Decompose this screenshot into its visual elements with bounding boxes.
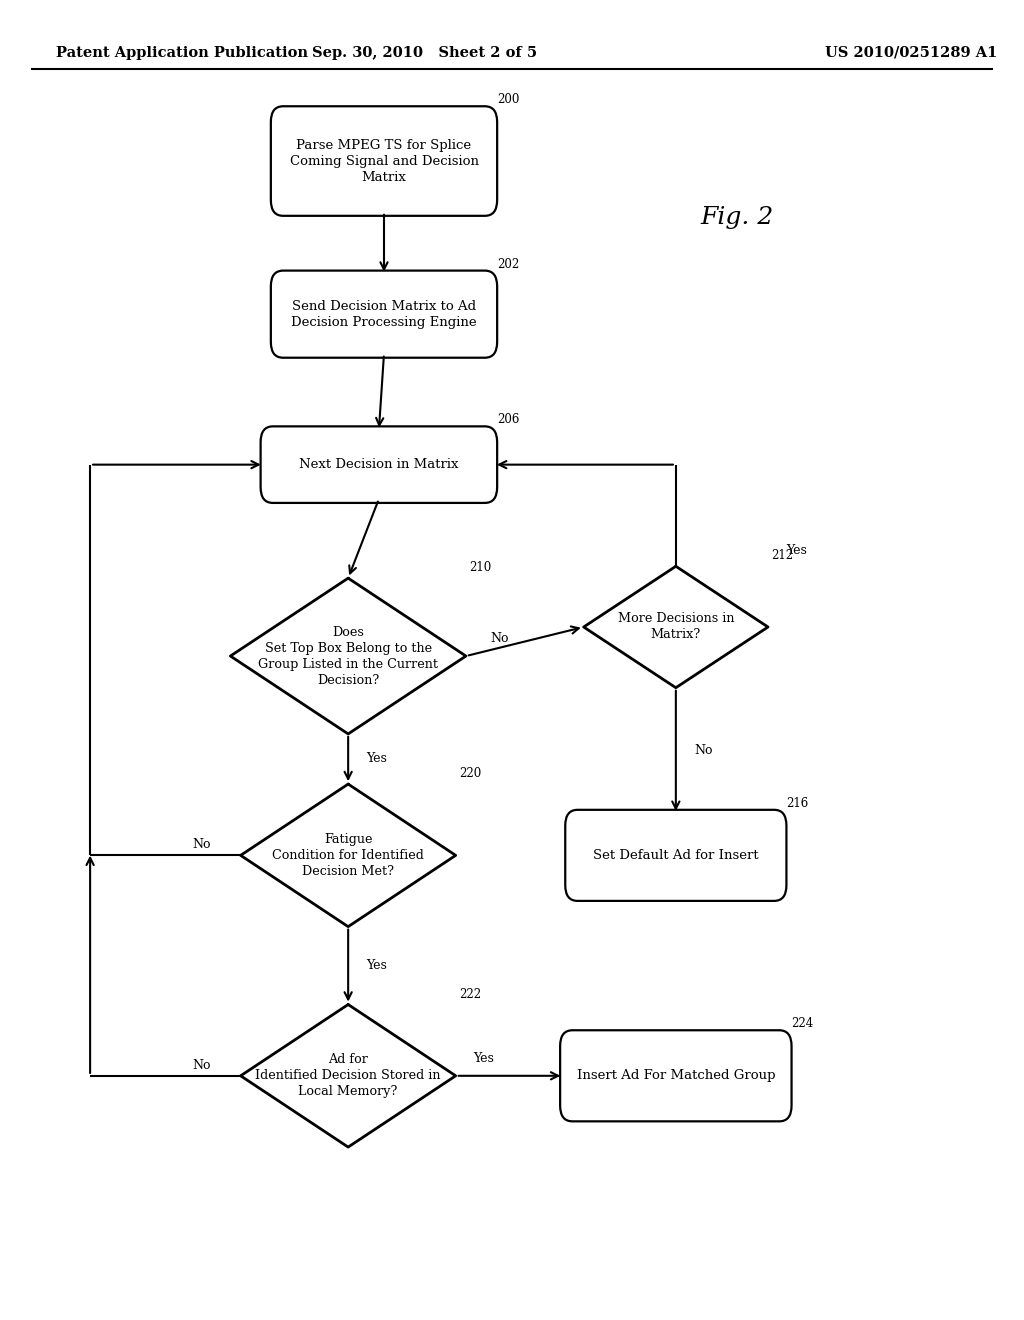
- Text: 212: 212: [771, 549, 794, 562]
- Polygon shape: [241, 784, 456, 927]
- Text: Patent Application Publication: Patent Application Publication: [56, 46, 308, 59]
- Text: Fatigue
Condition for Identified
Decision Met?: Fatigue Condition for Identified Decisio…: [272, 833, 424, 878]
- Polygon shape: [241, 1005, 456, 1147]
- Text: Parse MPEG TS for Splice
Coming Signal and Decision
Matrix: Parse MPEG TS for Splice Coming Signal a…: [290, 139, 478, 183]
- Text: 220: 220: [459, 767, 481, 780]
- FancyBboxPatch shape: [270, 107, 498, 215]
- Text: 222: 222: [459, 987, 481, 1001]
- FancyBboxPatch shape: [270, 271, 498, 358]
- Text: Yes: Yes: [367, 752, 387, 766]
- Text: No: No: [193, 1059, 211, 1072]
- Text: Next Decision in Matrix: Next Decision in Matrix: [299, 458, 459, 471]
- Polygon shape: [230, 578, 466, 734]
- Text: Fig. 2: Fig. 2: [700, 206, 774, 230]
- Text: 206: 206: [498, 413, 519, 426]
- FancyBboxPatch shape: [565, 809, 786, 900]
- Text: No: No: [193, 838, 211, 851]
- Text: US 2010/0251289 A1: US 2010/0251289 A1: [825, 46, 997, 59]
- Text: 216: 216: [786, 797, 809, 810]
- Text: Yes: Yes: [786, 544, 807, 557]
- Text: 200: 200: [498, 94, 519, 107]
- FancyBboxPatch shape: [560, 1030, 792, 1122]
- Polygon shape: [584, 566, 768, 688]
- Text: No: No: [489, 632, 509, 645]
- Text: Yes: Yes: [473, 1052, 495, 1065]
- FancyBboxPatch shape: [260, 426, 498, 503]
- Text: Yes: Yes: [367, 960, 387, 972]
- Text: 202: 202: [498, 257, 519, 271]
- Text: 210: 210: [469, 561, 492, 574]
- Text: Insert Ad For Matched Group: Insert Ad For Matched Group: [577, 1069, 775, 1082]
- Text: Sep. 30, 2010   Sheet 2 of 5: Sep. 30, 2010 Sheet 2 of 5: [312, 46, 538, 59]
- Text: Ad for
Identified Decision Stored in
Local Memory?: Ad for Identified Decision Stored in Loc…: [255, 1053, 441, 1098]
- Text: No: No: [694, 744, 713, 758]
- Text: More Decisions in
Matrix?: More Decisions in Matrix?: [617, 612, 734, 642]
- Text: Does
Set Top Box Belong to the
Group Listed in the Current
Decision?: Does Set Top Box Belong to the Group Lis…: [258, 626, 438, 686]
- Text: 224: 224: [792, 1018, 814, 1030]
- Text: Send Decision Matrix to Ad
Decision Processing Engine: Send Decision Matrix to Ad Decision Proc…: [291, 300, 477, 329]
- Text: Set Default Ad for Insert: Set Default Ad for Insert: [593, 849, 759, 862]
